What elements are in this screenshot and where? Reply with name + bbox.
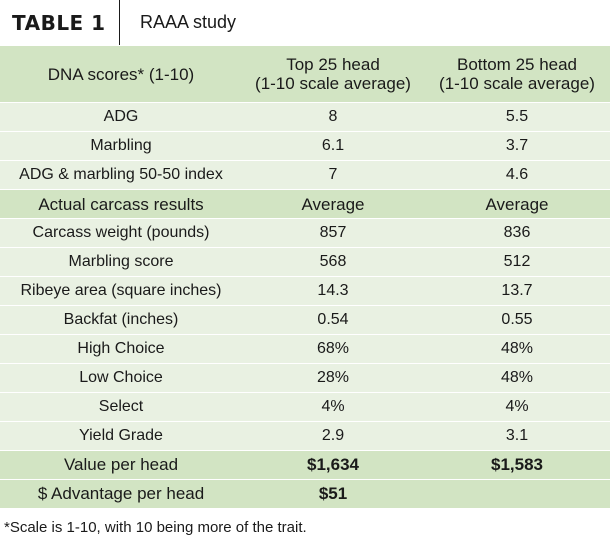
table-cell: $1,634 [242,450,424,480]
table-cell: 857 [242,218,424,248]
table-cell: Actual carcass results [0,189,242,219]
table-row: Ribeye area (square inches) 14.3 13.7 [0,276,610,306]
table-row: High Choice 68% 48% [0,334,610,364]
table-cell: Carcass weight (pounds) [0,218,242,248]
table-row: Marbling 6.1 3.7 [0,131,610,161]
table-cell: High Choice [0,334,242,364]
table-cell: 512 [424,247,610,277]
table-cell: 0.55 [424,305,610,335]
table-section-header: Actual carcass results Average Average [0,189,610,219]
table-number: TABLE 1 [0,0,120,45]
table-cell: Select [0,392,242,422]
table-cell: 0.54 [242,305,424,335]
table-row: ADG 8 5.5 [0,102,610,132]
table-row: Select 4% 4% [0,392,610,422]
table-cell: 5.5 [424,102,610,132]
table-row: Yield Grade 2.9 3.1 [0,421,610,451]
footnote: *Scale is 1-10, with 10 being more of th… [4,519,307,536]
table-cell: 4.6 [424,160,610,190]
table-row: Carcass weight (pounds) 857 836 [0,218,610,248]
study-table: DNA scores* (1-10) Top 25 head (1-10 scale… [0,45,610,508]
table-cell: 3.7 [424,131,610,161]
table-cell: $1,583 [424,450,610,480]
table-cell: 14.3 [242,276,424,306]
table-cell: $51 [242,479,424,508]
table-cell: 48% [424,363,610,393]
table-cell: DNA scores* (1-10) [0,45,242,103]
table-cell: 6.1 [242,131,424,161]
table-row: ADG & marbling 50-50 index 7 4.6 [0,160,610,190]
table-header-row: DNA scores* (1-10) Top 25 head (1-10 scale… [0,45,610,103]
table-cell: Bottom 25 head (1-10 scale average) [424,45,610,103]
table-row: Marbling score 568 512 [0,247,610,277]
table-cell: 48% [424,334,610,364]
table-cell: Marbling [0,131,242,161]
table-cell: 4% [242,392,424,422]
table-cell: 3.1 [424,421,610,451]
table-title-bar: TABLE 1 RAAA study [0,0,610,45]
table-cell: 2.9 [242,421,424,451]
table-cell [424,479,610,508]
value-row: Value per head $1,634 $1,583 [0,450,610,480]
table-row: Backfat (inches) 0.54 0.55 [0,305,610,335]
table-cell: 568 [242,247,424,277]
table-cell: ADG [0,102,242,132]
table-cell: 8 [242,102,424,132]
table-cell: Low Choice [0,363,242,393]
table-cell: Average [242,189,424,219]
table-cell: 13.7 [424,276,610,306]
table-cell: Ribeye area (square inches) [0,276,242,306]
table-cell: Value per head [0,450,242,480]
table-cell: Backfat (inches) [0,305,242,335]
table-row: Low Choice 28% 48% [0,363,610,393]
advantage-row: $ Advantage per head $51 [0,479,610,508]
table-cell: ADG & marbling 50-50 index [0,160,242,190]
table-cell: Yield Grade [0,421,242,451]
table-cell: Average [424,189,610,219]
table-cell: Marbling score [0,247,242,277]
table-cell: 836 [424,218,610,248]
table-cell: $ Advantage per head [0,479,242,508]
table-title: RAAA study [140,12,237,32]
table-cell: Top 25 head (1-10 scale average) [242,45,424,103]
table-cell: 7 [242,160,424,190]
table-cell: 68% [242,334,424,364]
table-cell: 28% [242,363,424,393]
table-cell: 4% [424,392,610,422]
